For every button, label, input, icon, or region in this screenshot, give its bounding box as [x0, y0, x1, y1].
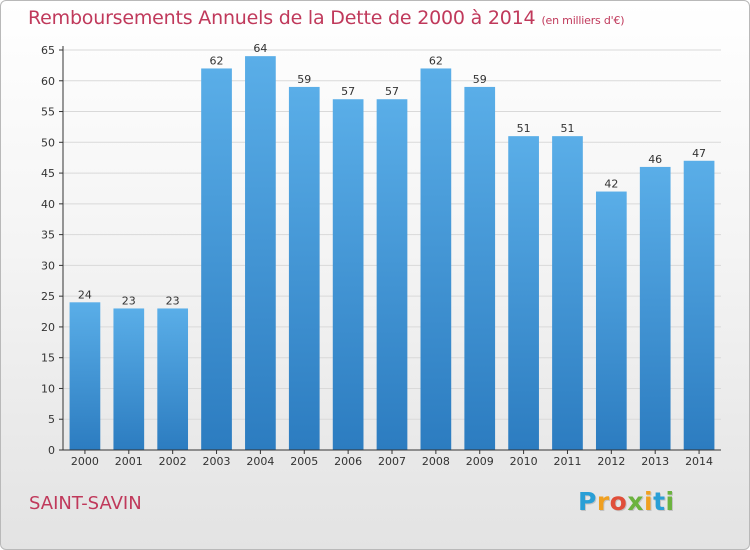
x-tick-label: 2012	[597, 455, 625, 468]
data-label: 64	[253, 42, 267, 55]
bar	[201, 68, 232, 450]
x-tick-label: 2013	[641, 455, 669, 468]
y-tick-label: 30	[41, 259, 55, 272]
bar	[552, 136, 583, 450]
chart-title: Remboursements Annuels de la Dette de 20…	[28, 7, 625, 29]
bar	[508, 136, 539, 450]
x-tick-label: 2007	[378, 455, 406, 468]
data-label: 51	[560, 122, 574, 135]
x-tick-label: 2010	[510, 455, 538, 468]
x-tick-label: 2009	[466, 455, 494, 468]
chart-title-text: Remboursements Annuels de la Dette de 20…	[28, 7, 536, 29]
bar	[464, 86, 496, 450]
y-tick-label: 10	[41, 382, 55, 395]
x-tick-label: 2008	[422, 455, 450, 468]
bar	[376, 99, 408, 450]
y-tick-label: 45	[41, 167, 55, 180]
y-tick-label: 60	[41, 75, 55, 88]
logo-letter: i	[665, 487, 675, 516]
data-label: 23	[122, 294, 136, 307]
y-tick-label: 65	[41, 44, 55, 57]
bar	[420, 68, 452, 450]
bar	[69, 302, 101, 450]
y-tick-label: 15	[41, 352, 55, 365]
chart-unit: (en milliers d'€)	[541, 14, 625, 27]
data-label: 46	[648, 153, 662, 166]
x-tick-label: 2003	[203, 455, 231, 468]
y-tick-label: 0	[48, 444, 55, 457]
y-tick-label: 55	[41, 106, 55, 119]
logo-letter: x	[627, 487, 644, 516]
x-tick-label: 2006	[334, 455, 362, 468]
data-label: 59	[473, 73, 487, 86]
bar	[639, 166, 671, 450]
proxiti-logo: Proxiti	[578, 487, 675, 516]
y-tick-label: 25	[41, 290, 55, 303]
y-tick-label: 20	[41, 321, 55, 334]
y-tick-label: 50	[41, 136, 55, 149]
x-tick-label: 2002	[159, 455, 187, 468]
x-tick-label: 2005	[290, 455, 318, 468]
logo-letter: o	[609, 487, 628, 516]
data-label: 62	[429, 54, 443, 67]
logo-letter: r	[596, 487, 610, 516]
y-tick-label: 35	[41, 229, 55, 242]
data-label: 51	[517, 122, 531, 135]
logo-letter: t	[653, 487, 666, 516]
data-label: 62	[210, 54, 224, 67]
bar	[113, 308, 145, 450]
commune-name: SAINT-SAVIN	[29, 493, 142, 514]
x-tick-label: 2001	[115, 455, 143, 468]
x-tick-label: 2014	[685, 455, 713, 468]
data-label: 57	[385, 85, 399, 98]
data-label: 57	[341, 85, 355, 98]
x-tick-label: 2011	[553, 455, 581, 468]
bar	[245, 56, 276, 451]
y-tick-label: 40	[41, 198, 55, 211]
bar	[157, 308, 189, 450]
logo-letter: i	[644, 487, 654, 516]
data-label: 23	[166, 294, 180, 307]
y-tick-label: 5	[48, 413, 55, 426]
data-label: 59	[297, 73, 311, 86]
x-tick-label: 2004	[246, 455, 274, 468]
bar	[683, 160, 715, 450]
logo-letter: P	[578, 487, 597, 516]
data-label: 42	[604, 178, 618, 191]
x-tick-label: 2000	[71, 455, 99, 468]
bar	[288, 86, 320, 450]
bar	[332, 99, 364, 450]
bar	[595, 191, 627, 451]
data-label: 47	[692, 147, 706, 160]
data-label: 24	[78, 288, 92, 301]
